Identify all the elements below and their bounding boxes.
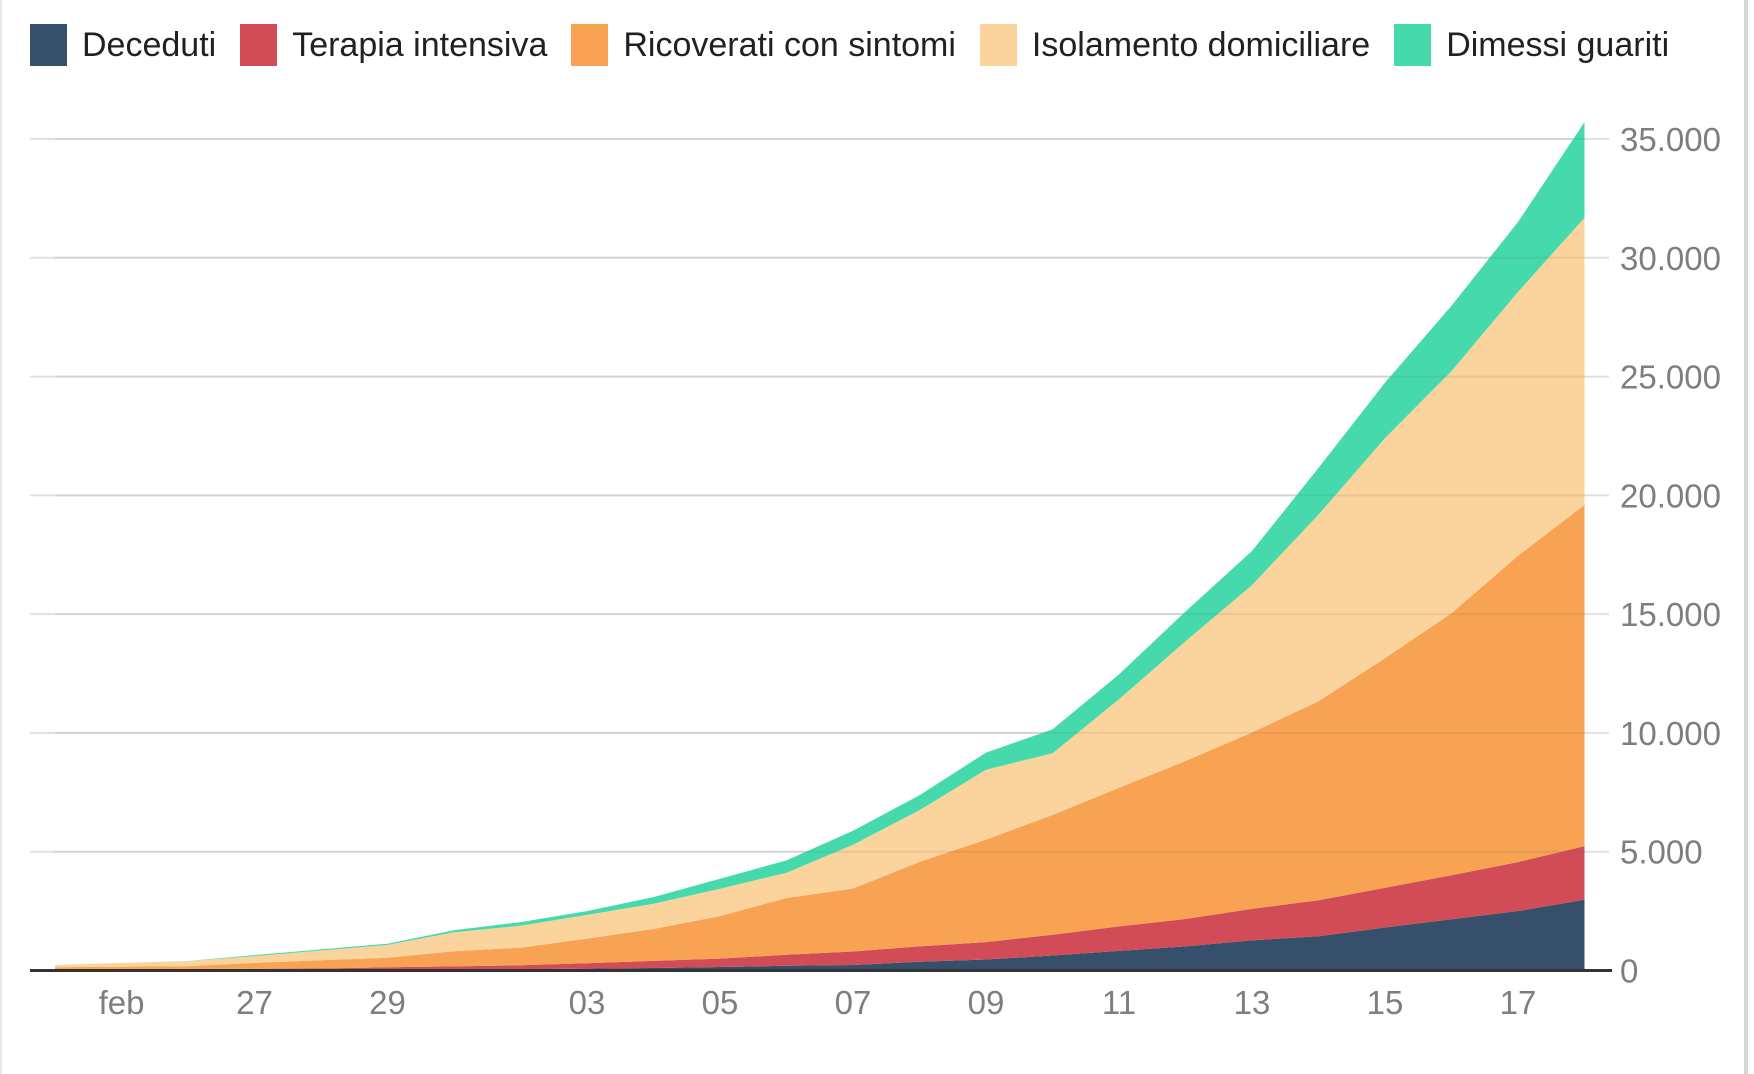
legend-label: Terapia intensiva <box>292 26 548 64</box>
y-tick-label: 5.000 <box>1620 834 1703 871</box>
gridlines <box>30 138 1609 853</box>
chart-legend: Deceduti Terapia intensiva Ricoverati con … <box>30 23 1669 67</box>
y-axis-labels: 0 5.000 10.000 15.000 20.000 25.000 30.000 35.0… <box>1620 121 1721 990</box>
x-tick-label: 27 <box>236 984 273 1021</box>
x-tick-label: 09 <box>968 984 1005 1021</box>
legend-label: Ricoverati con sintomi <box>623 26 956 64</box>
legend-item-dimessi-guariti: Dimessi guariti <box>1394 23 1669 67</box>
y-tick-label: 15.000 <box>1620 596 1721 633</box>
legend-item-ricoverati-con-sintomi: Ricoverati con sintomi <box>571 23 956 67</box>
x-tick-label: 15 <box>1367 984 1404 1021</box>
x-tick-label: 29 <box>369 984 406 1021</box>
x-tick-label: 03 <box>569 984 606 1021</box>
legend-label: Dimessi guariti <box>1446 26 1670 64</box>
area-series-deceduti <box>55 899 1585 971</box>
legend-swatch-icon <box>240 24 278 66</box>
y-tick-label: 20.000 <box>1620 477 1721 514</box>
area-series-dimessi-guariti <box>55 122 1585 966</box>
legend-swatch-icon <box>1394 24 1432 66</box>
x-tick-label: feb <box>99 984 145 1021</box>
legend-label: Deceduti <box>82 26 217 64</box>
y-tick-label: 35.000 <box>1620 121 1721 158</box>
x-tick-label: 11 <box>1102 984 1136 1021</box>
legend-swatch-icon <box>979 24 1017 66</box>
legend-swatch-icon <box>571 24 609 66</box>
x-tick-label: 13 <box>1234 984 1271 1021</box>
y-tick-label: 0 <box>1620 953 1638 990</box>
y-tick-label: 10.000 <box>1620 715 1721 752</box>
x-tick-label: 17 <box>1500 984 1537 1021</box>
legend-swatch-icon <box>30 24 67 66</box>
x-tick-label: 05 <box>702 984 739 1021</box>
legend-item-deceduti: Deceduti <box>30 23 216 67</box>
y-tick-label: 25.000 <box>1620 359 1721 396</box>
legend-label: Isolamento domiciliare <box>1031 26 1371 64</box>
area-series-isolamento-domiciliare <box>55 217 1585 968</box>
legend-item-terapia-intensiva: Terapia intensiva <box>240 23 547 67</box>
gridline-overlay <box>55 138 1585 853</box>
area-series-terapia-intensiva <box>55 846 1585 971</box>
x-tick-label: 07 <box>835 984 872 1021</box>
x-axis-labels: feb 27 29 03 05 07 09 11 13 15 17 <box>99 984 1537 1021</box>
area-series-group <box>55 122 1585 971</box>
area-series-ricoverati-con-sintomi <box>55 504 1585 970</box>
legend-item-isolamento-domiciliare: Isolamento domiciliare <box>979 23 1371 67</box>
y-tick-label: 30.000 <box>1620 240 1721 277</box>
